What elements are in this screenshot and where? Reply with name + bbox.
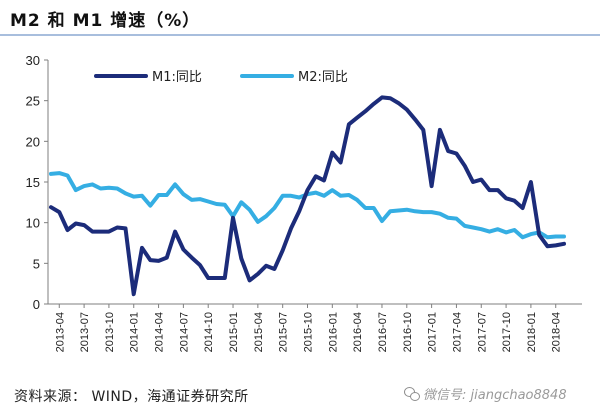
x-tick-label: 2018-01 <box>526 312 538 352</box>
x-tick-label: 2015-10 <box>303 312 315 352</box>
title-divider <box>0 34 600 36</box>
y-tick-label: 30 <box>26 53 40 68</box>
x-tick-label: 2013-04 <box>54 312 66 352</box>
y-tick-label: 10 <box>26 216 40 231</box>
x-tick-label: 2017-04 <box>451 312 463 352</box>
wechat-icon <box>404 386 420 401</box>
y-tick-label: 5 <box>33 256 40 271</box>
x-tick-label: 2013-07 <box>79 312 91 352</box>
line-chart: 0 5 10 15 20 25 30 2013-04 2013-07 2013-10 2014-01… <box>26 53 582 352</box>
x-tick-label: 2017-01 <box>427 312 439 352</box>
x-tick-label: 2016-04 <box>352 312 364 352</box>
series-line <box>49 171 566 240</box>
x-tick-label: 2013-10 <box>104 312 116 352</box>
x-tick-label: 2014-10 <box>203 312 215 352</box>
x-tick-label: 2017-07 <box>476 312 488 352</box>
legend-label: M1:同比 <box>152 70 202 85</box>
x-tick-label: 2016-07 <box>377 312 389 352</box>
x-tick-label: 2017-10 <box>501 312 513 352</box>
x-tick-label: 2015-04 <box>253 312 265 352</box>
x-tick-label: 2016-01 <box>327 312 339 352</box>
wechat-watermark: 微信号: jiangchao8848 <box>404 384 567 403</box>
watermark-text: 微信号: jiangchao8848 <box>423 388 567 403</box>
source-note: 资料来源： WIND，海通证券研究所 <box>14 389 249 405</box>
x-tick-label: 2016-10 <box>402 312 414 352</box>
x-tick-label: 2014-04 <box>154 312 166 352</box>
chart-title: M2 和 M1 增速（%） <box>10 11 201 31</box>
legend-label: M2:同比 <box>298 70 348 85</box>
series-line <box>49 95 566 297</box>
x-tick-label: 2014-01 <box>129 312 141 352</box>
x-tick-label: 2015-01 <box>228 312 240 352</box>
y-tick-label: 15 <box>26 175 40 190</box>
y-tick-label: 0 <box>33 297 40 312</box>
y-tick-label: 25 <box>26 94 40 109</box>
x-tick-label: 2018-04 <box>551 312 563 352</box>
y-tick-label: 20 <box>26 134 40 149</box>
x-tick-label: 2014-07 <box>178 312 190 352</box>
x-tick-label: 2015-07 <box>278 312 290 352</box>
